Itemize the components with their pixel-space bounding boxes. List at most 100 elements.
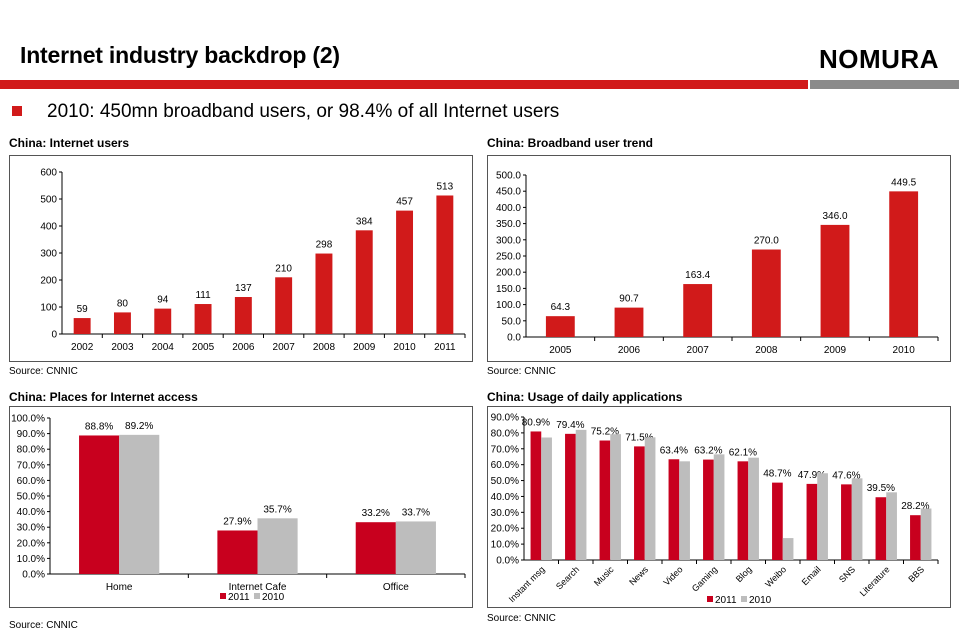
internet-users-data-label: 80 [117,298,129,309]
daily-apps-y-tick-label: 60.0% [491,460,519,471]
places-y-tick-label: 20.0% [17,538,45,549]
broadband-x-tick-label: 2005 [549,345,572,356]
places-bar [119,434,160,574]
internet-users-bar [355,230,373,334]
broadband-trend-svg: 0.0 50.0 100.0 150.0 200.0 250.0 300.0 350.0 400… [496,171,939,356]
broadband-x-tick-label: 2010 [893,345,916,356]
daily-apps-bar [851,478,863,560]
internet-users-x-tick-label: 2005 [192,342,215,353]
places-legend-swatch [220,593,226,599]
daily-apps-x-tick-label: Music [592,564,616,588]
internet-users-data-label: 94 [157,295,169,306]
daily-apps-y-tick-label: 40.0% [491,492,519,503]
daily-apps-x-tick-label: Instant msg [507,564,547,604]
internet-users-bar [234,297,252,334]
places-y-tick-label: 10.0% [17,554,45,565]
broadband-bar [820,224,850,337]
daily-apps-bar [920,508,932,560]
daily-apps-bar [806,483,818,560]
broadband-data-label: 163.4 [685,270,710,281]
bullet-text: 2010: 450mn broadband users, or 98.4% of… [47,101,560,122]
page-title: Internet industry backdrop (2) [20,42,340,68]
daily-apps-bar [668,459,680,560]
broadband-y-tick-label: 150.0 [496,284,521,295]
internet-users-data-label: 137 [235,283,252,294]
places-y-tick-label: 80.0% [17,445,45,456]
daily-apps-bar [841,484,852,560]
daily-apps-data-label: 48.7% [763,469,791,480]
internet-users-bar [194,304,212,334]
internet-users-x-tick-label: 2009 [353,342,376,353]
daily-apps-x-tick-label: SNS [837,564,857,584]
internet-users-bar [113,312,131,334]
broadband-trend-title: China: Broadband user trend [487,136,654,150]
internet-users-bar [396,210,414,334]
places-bar [217,530,258,574]
daily-apps-bar [530,431,542,560]
daily-apps-bar [679,461,690,560]
daily-apps-x-tick-label: Email [800,564,823,587]
daily-apps-bar [782,538,794,560]
places-y-tick-label: 30.0% [17,523,45,534]
broadband-data-label: 270.0 [754,236,779,247]
broadband-bar [751,249,781,337]
daily-apps-bar [541,437,552,560]
daily-apps-data-label: 75.2% [591,427,619,438]
daily-apps-data-label: 39.5% [867,483,895,494]
places-bar [79,435,120,574]
broadband-y-tick-label: 300.0 [496,235,521,246]
broadband-y-tick-label: 0.0 [507,333,521,344]
daily-apps-x-tick-label: Weibo [763,564,788,589]
daily-apps-bar [772,482,783,560]
internet-users-y-tick-label: 600 [40,168,57,179]
broadband-y-tick-label: 400.0 [496,203,521,214]
places-access-source: Source: CNNIC [9,620,78,631]
places-access-svg: 0.0% 10.0% 20.0% 30.0% 40.0% 50.0% 60.0% 70.0% 8… [11,414,466,603]
daily-apps-x-tick-label: News [627,564,650,587]
internet-users-data-label: 59 [77,304,89,315]
places-y-tick-label: 100.0% [11,414,45,425]
places-y-tick-label: 0.0% [22,570,45,581]
daily-apps-x-tick-label: Video [661,564,684,587]
broadband-data-label: 90.7 [619,294,639,305]
places-bar [395,521,436,574]
broadband-y-tick-label: 50.0 [502,316,522,327]
places-y-tick-label: 60.0% [17,476,45,487]
daily-apps-data-label: 79.4% [556,420,584,431]
internet-users-x-tick-label: 2011 [434,342,456,353]
broadband-y-tick-label: 250.0 [496,252,521,263]
places-data-label: 27.9% [223,516,251,527]
internet-users-data-label: 111 [195,290,211,301]
internet-users-y-tick-label: 0 [51,330,57,341]
daily-apps-bar [575,429,587,560]
broadband-trend-source: Source: CNNIC [487,366,556,377]
broadband-x-tick-label: 2007 [687,345,710,356]
header-rule-red [0,80,808,89]
internet-users-y-tick-label: 100 [40,303,57,314]
daily-apps-bar [565,433,576,560]
broadband-x-tick-label: 2009 [824,345,847,356]
daily-apps-data-label: 28.2% [901,501,929,512]
internet-users-bar [315,253,333,334]
broadband-data-label: 449.5 [891,177,916,188]
daily-apps-svg: 0.0% 10.0% 20.0% 30.0% 40.0% 50.0% 60.0% 70.0% 8… [491,413,939,606]
daily-apps-bar [817,473,828,560]
daily-apps-x-tick-label: Gaming [690,564,719,593]
internet-users-x-tick-label: 2002 [71,342,94,353]
broadband-y-tick-label: 350.0 [496,219,521,230]
places-data-label: 88.8% [85,421,113,432]
broadband-data-label: 346.0 [822,211,847,222]
daily-apps-bar [886,492,897,560]
places-bar [257,518,298,574]
daily-apps-y-tick-label: 10.0% [491,540,519,551]
daily-apps-source: Source: CNNIC [487,613,556,624]
daily-apps-bar [910,515,921,560]
places-data-label: 89.2% [125,421,153,432]
daily-apps-bar [875,497,887,560]
daily-apps-legend-label: 2011 [715,595,737,606]
daily-apps-title: China: Usage of daily applications [487,390,683,404]
internet-users-x-tick-label: 2004 [152,342,175,353]
places-x-tick-label: Home [106,582,133,593]
internet-users-y-tick-label: 400 [40,222,57,233]
daily-apps-bar [748,457,759,560]
